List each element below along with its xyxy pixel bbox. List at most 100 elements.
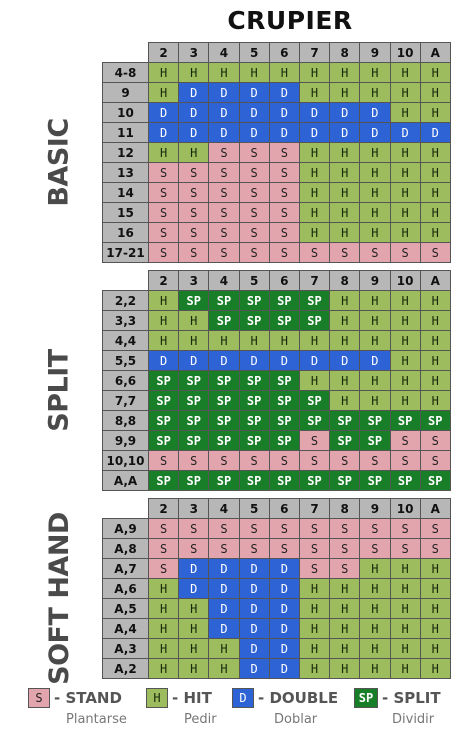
action-cell: D: [268, 558, 300, 579]
action-cell: D: [359, 122, 391, 143]
action-cell: H: [419, 222, 451, 243]
action-cell: S: [268, 538, 300, 559]
dealer-card-header: 7: [298, 270, 331, 291]
dealer-card-header: 6: [268, 270, 300, 291]
action-cell: D: [268, 658, 300, 679]
action-cell: SP: [178, 410, 210, 431]
action-cell: H: [298, 578, 331, 599]
header-corner: [103, 499, 149, 519]
action-cell: H: [178, 142, 210, 163]
action-cell: S: [268, 222, 300, 243]
action-cell: H: [178, 618, 210, 639]
action-cell: S: [208, 222, 240, 243]
action-cell: H: [147, 578, 180, 599]
action-cell: S: [208, 518, 240, 539]
player-hand-label: A,A: [102, 470, 149, 491]
action-cell: H: [419, 578, 451, 599]
action-cell: S: [208, 142, 240, 163]
dealer-header-row: 2 3 4 5 6 7 8 9 10 A: [103, 270, 451, 291]
action-cell: D: [238, 82, 270, 103]
action-cell: D: [208, 578, 240, 599]
dealer-card-header: 8: [329, 42, 361, 63]
action-cell: H: [419, 82, 451, 103]
action-cell: SP: [268, 410, 300, 431]
action-cell: H: [298, 202, 331, 223]
action-cell: H: [178, 658, 210, 679]
player-hand-label: A,2: [102, 658, 149, 679]
action-cell: S: [298, 430, 331, 451]
action-cell: S: [238, 538, 270, 559]
section-label-split: SPLIT: [43, 348, 75, 432]
table-row: 7,7 SP SP SP SP SP SP H H H H: [102, 390, 451, 411]
player-hand-label: 10: [102, 102, 149, 123]
action-cell: H: [329, 162, 361, 183]
action-cell: H: [329, 598, 361, 619]
action-cell: SP: [178, 370, 210, 391]
player-hand-label: 4,4: [102, 330, 149, 351]
action-cell: D: [208, 558, 240, 579]
action-cell: H: [329, 370, 361, 391]
table-row: 16 S S S S S H H H H H: [102, 222, 451, 243]
action-cell: D: [208, 618, 240, 639]
action-cell: SP: [208, 370, 240, 391]
action-cell: H: [329, 222, 361, 243]
action-cell: SP: [238, 430, 270, 451]
action-cell: D: [178, 558, 210, 579]
action-cell: H: [419, 290, 451, 311]
dealer-card-header: 4: [208, 42, 240, 63]
action-cell: D: [268, 102, 300, 123]
action-cell: D: [178, 350, 210, 371]
action-cell: SP: [298, 470, 331, 491]
action-cell: H: [329, 658, 361, 679]
table-row: 13 S S S S S H H H H H: [102, 162, 451, 183]
table-row: 3,3 H H SP SP SP SP H H H H: [102, 310, 451, 331]
action-cell: D: [359, 102, 391, 123]
action-cell: D: [419, 122, 451, 143]
action-cell: S: [147, 558, 180, 579]
action-cell: H: [147, 82, 180, 103]
action-cell: H: [329, 202, 361, 223]
action-cell: S: [238, 182, 270, 203]
dealer-card-header: 2: [147, 42, 180, 63]
action-cell: H: [178, 330, 210, 351]
table-row: A,5 H H D D D H H H H H: [102, 598, 451, 619]
action-cell: H: [147, 310, 180, 331]
legend-label-double: - DOUBLE: [258, 689, 339, 707]
action-cell: D: [238, 658, 270, 679]
table-row: 2,2 H SP SP SP SP SP H H H H: [102, 290, 451, 311]
action-cell: D: [359, 350, 391, 371]
action-cell: H: [389, 182, 421, 203]
action-cell: S: [359, 450, 391, 471]
action-cell: D: [208, 82, 240, 103]
table-row: 12 H H S S S H H H H H: [102, 142, 451, 163]
action-cell: S: [298, 518, 331, 539]
action-cell: H: [389, 222, 421, 243]
player-hand-label: A,4: [102, 618, 149, 639]
action-cell: H: [329, 182, 361, 203]
section-label-soft-hand: SOFT HAND: [43, 511, 75, 685]
player-hand-label: 17-21: [102, 242, 149, 263]
action-cell: D: [268, 618, 300, 639]
action-cell: H: [178, 62, 210, 83]
player-hand-label: 11: [102, 122, 149, 143]
section-soft-hand: SOFT HAND 2 3 4 5 6 7 8 9 10 A A,9 S S S S S S S S S S A,8 S S S…: [0, 498, 474, 685]
action-cell: S: [178, 182, 210, 203]
player-hand-label: 14: [102, 182, 149, 203]
action-cell: D: [178, 578, 210, 599]
action-cell: H: [389, 390, 421, 411]
action-cell: H: [298, 370, 331, 391]
action-cell: SP: [329, 430, 361, 451]
action-cell: H: [419, 142, 451, 163]
legend-label-hit: - HIT: [172, 689, 212, 707]
action-cell: SP: [419, 410, 451, 431]
action-cell: S: [208, 242, 240, 263]
table-row: 11 D D D D D D D D D D: [102, 122, 451, 143]
action-cell: H: [389, 658, 421, 679]
table-row: A,8 S S S S S S S S S S: [102, 538, 451, 559]
action-cell: S: [178, 242, 210, 263]
action-cell: SP: [268, 390, 300, 411]
action-cell: D: [329, 350, 361, 371]
action-cell: SP: [238, 470, 270, 491]
dealer-card-header: 2: [147, 270, 180, 291]
action-cell: SP: [208, 430, 240, 451]
